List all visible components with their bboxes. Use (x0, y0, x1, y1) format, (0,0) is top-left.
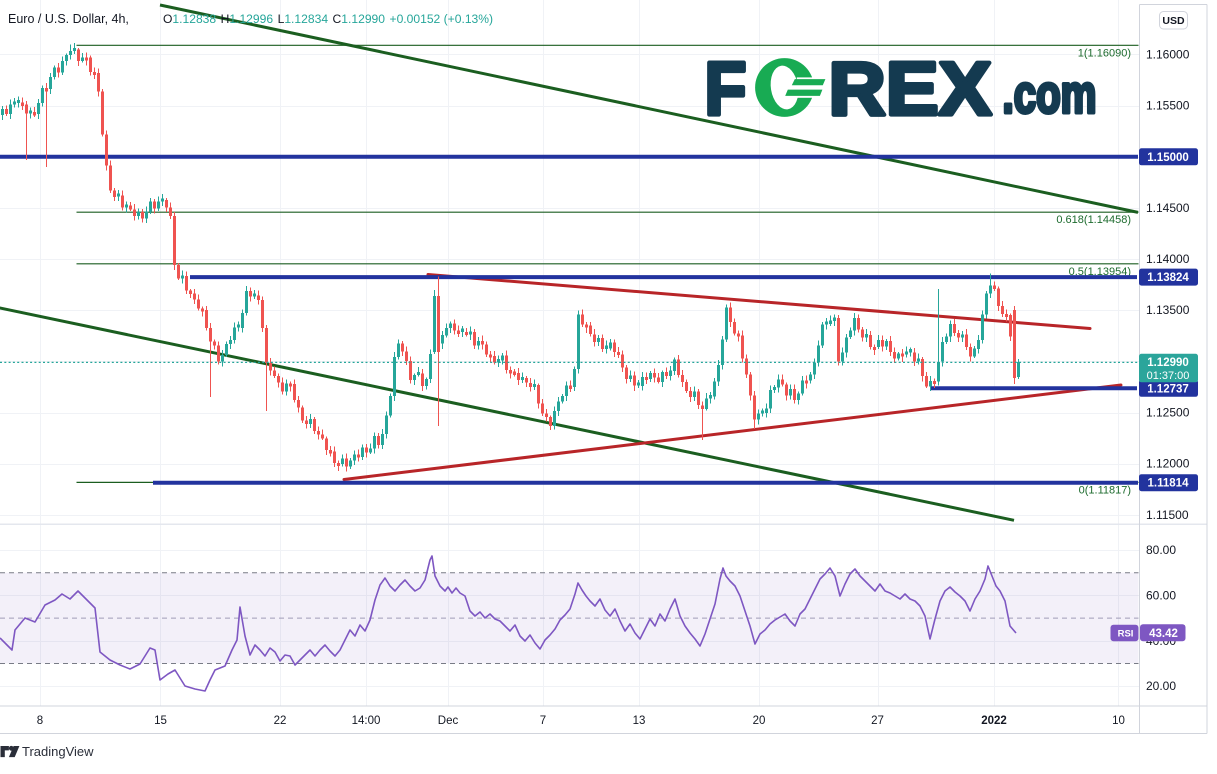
svg-text:TradingView: TradingView (22, 744, 94, 759)
svg-text:1.15000: 1.15000 (1147, 152, 1189, 164)
svg-text:1.12737: 1.12737 (1147, 383, 1189, 395)
svg-text:Dec: Dec (438, 715, 459, 727)
svg-text:1.12500: 1.12500 (1146, 406, 1190, 420)
svg-text:F: F (705, 47, 747, 131)
svg-text:22: 22 (274, 715, 287, 727)
svg-text:1.11500: 1.11500 (1146, 508, 1189, 522)
svg-text:8: 8 (37, 715, 43, 727)
svg-text:2022: 2022 (981, 715, 1007, 727)
svg-text:20: 20 (753, 715, 766, 727)
svg-text:1.15500: 1.15500 (1146, 99, 1190, 113)
svg-text:1.11814: 1.11814 (1148, 478, 1190, 490)
svg-text:1.12000: 1.12000 (1146, 457, 1190, 471)
svg-text:20.00: 20.00 (1146, 679, 1176, 693)
svg-text:14:00: 14:00 (352, 715, 381, 727)
svg-text:7: 7 (540, 715, 546, 727)
svg-text:10: 10 (1112, 715, 1125, 727)
svg-text:43.42: 43.42 (1149, 628, 1178, 640)
svg-text:1.14000: 1.14000 (1146, 252, 1190, 266)
svg-text:RSI: RSI (1118, 629, 1134, 640)
svg-text:1.13500: 1.13500 (1146, 303, 1190, 317)
svg-text:0.5(1.13954): 0.5(1.13954) (1069, 266, 1131, 278)
svg-text:15: 15 (154, 715, 167, 727)
svg-text:Euro / U.S. Dollar, 4h,: Euro / U.S. Dollar, 4h, (8, 12, 129, 26)
svg-text:.com: .com (1003, 65, 1097, 125)
svg-text:1(1.16090): 1(1.16090) (1078, 47, 1131, 59)
svg-text:1.14500: 1.14500 (1146, 201, 1190, 215)
svg-text:80.00: 80.00 (1146, 543, 1176, 557)
svg-text:1.13824: 1.13824 (1147, 272, 1189, 284)
svg-text:01:37:00: 01:37:00 (1147, 370, 1190, 382)
svg-text:0.618(1.14458): 0.618(1.14458) (1056, 214, 1131, 226)
svg-text:13: 13 (633, 715, 646, 727)
svg-text:0(1.11817): 0(1.11817) (1079, 484, 1131, 496)
svg-text:USD: USD (1162, 15, 1185, 27)
svg-text:REX: REX (829, 47, 992, 131)
svg-text:1.12990: 1.12990 (1147, 357, 1189, 369)
svg-text:60.00: 60.00 (1146, 588, 1176, 602)
svg-text:27: 27 (871, 715, 884, 727)
svg-text:1.16000: 1.16000 (1146, 48, 1190, 62)
